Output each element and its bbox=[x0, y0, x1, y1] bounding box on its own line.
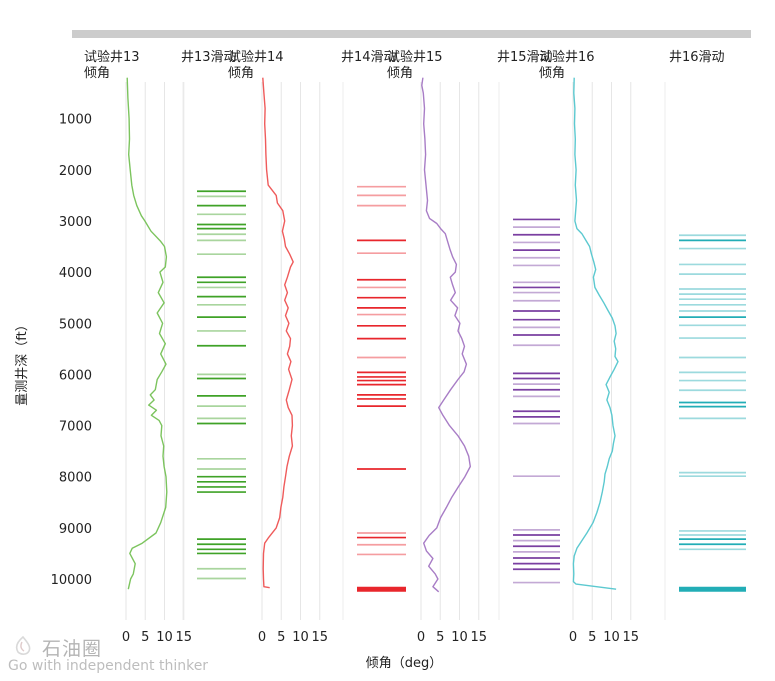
grid-layer bbox=[125, 82, 666, 620]
x-tick-label: 5 bbox=[141, 630, 149, 645]
y-tick-label: 7000 bbox=[59, 420, 92, 435]
logo-icon bbox=[15, 636, 31, 655]
slide-panel-title: 井16滑动 bbox=[669, 50, 725, 65]
watermark-name: 石油圈 bbox=[42, 638, 103, 660]
panel-title: 试验井14 bbox=[228, 49, 284, 65]
slide-panel-title: 井13滑动 bbox=[181, 50, 237, 65]
y-tick-label: 8000 bbox=[59, 471, 92, 486]
y-tick-label: 9000 bbox=[59, 522, 92, 537]
panel-subtitle: 倾角 bbox=[228, 66, 254, 81]
slide-panel-title: 井14滑动 bbox=[341, 50, 397, 65]
x-tick-label: 5 bbox=[588, 630, 596, 645]
x-tick-label: 0 bbox=[417, 630, 425, 645]
watermark-slogan: Go with independent thinker bbox=[8, 658, 209, 674]
panel-subtitle: 倾角 bbox=[84, 66, 110, 81]
x-tick-label: 5 bbox=[436, 630, 444, 645]
x-tick-label: 10 bbox=[451, 630, 468, 645]
y-tick-label: 1000 bbox=[59, 113, 92, 128]
y-tick-label: 4000 bbox=[59, 266, 92, 281]
slide-panel-title: 井15滑动 bbox=[497, 50, 553, 65]
x-tick-label: 0 bbox=[569, 630, 577, 645]
y-axis-label: 量测井深（ft） bbox=[15, 318, 30, 405]
x-axis-label: 倾角（deg） bbox=[366, 656, 443, 671]
inclination-line bbox=[572, 77, 619, 590]
inclination-line bbox=[262, 77, 294, 589]
y-tick-label: 5000 bbox=[59, 317, 92, 332]
y-tick-label: 3000 bbox=[59, 215, 92, 230]
panel-subtitle: 倾角 bbox=[539, 66, 565, 81]
line-layer bbox=[126, 77, 619, 593]
watermark: 石油圈 Go with independent thinker bbox=[8, 634, 218, 680]
y-tick-label: 6000 bbox=[59, 368, 92, 383]
text-layer: 1000200030004000500060007000800090001000… bbox=[51, 49, 725, 645]
x-tick-label: 0 bbox=[122, 630, 130, 645]
x-tick-label: 15 bbox=[470, 630, 487, 645]
x-tick-label: 15 bbox=[175, 630, 192, 645]
panel-title: 试验井16 bbox=[539, 49, 595, 65]
y-tick-label: 10000 bbox=[51, 573, 92, 588]
x-tick-label: 10 bbox=[292, 630, 309, 645]
inclination-line bbox=[421, 77, 471, 593]
y-tick-label: 2000 bbox=[59, 164, 92, 179]
x-tick-label: 5 bbox=[277, 630, 285, 645]
panel-subtitle: 倾角 bbox=[387, 66, 413, 81]
panel-title: 试验井15 bbox=[387, 49, 443, 65]
x-tick-label: 10 bbox=[603, 630, 620, 645]
x-tick-label: 0 bbox=[258, 630, 266, 645]
slide-layer bbox=[197, 185, 746, 592]
inclination-line bbox=[126, 77, 168, 590]
panel-title: 试验井13 bbox=[84, 49, 140, 65]
x-tick-label: 15 bbox=[622, 630, 639, 645]
x-tick-label: 10 bbox=[156, 630, 173, 645]
top-bar bbox=[72, 30, 751, 38]
x-tick-label: 15 bbox=[311, 630, 328, 645]
